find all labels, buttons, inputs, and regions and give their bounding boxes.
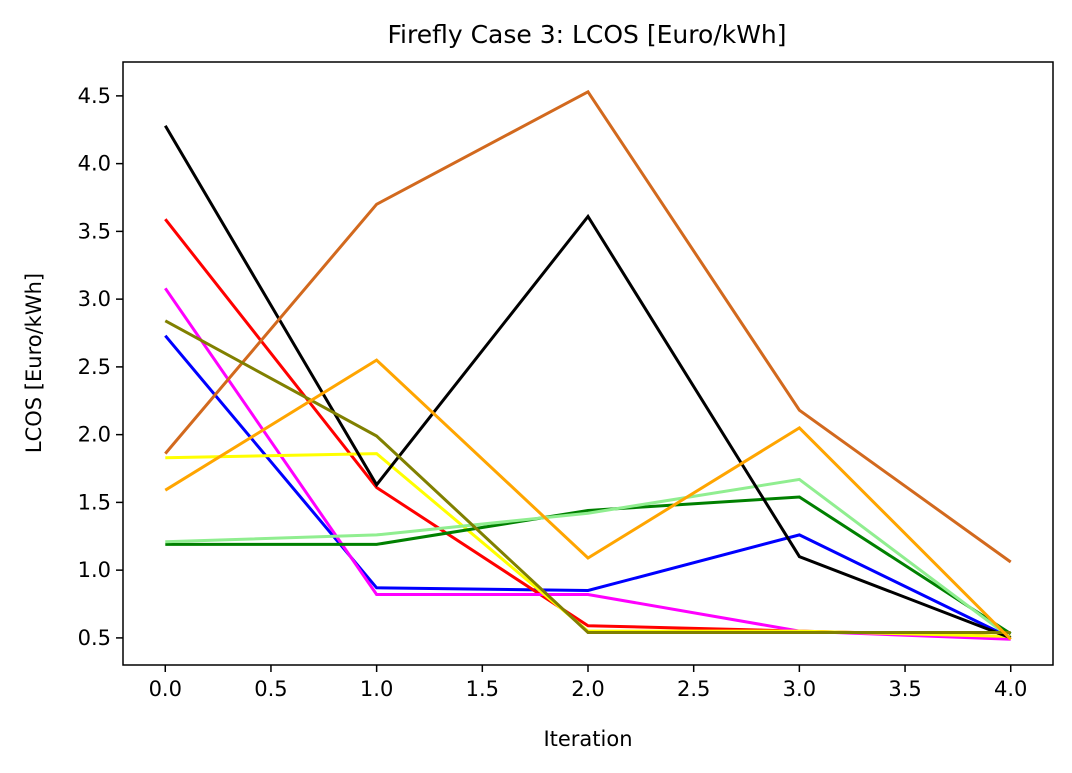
x-tick-label: 0.0 — [149, 677, 182, 701]
chart-title: Firefly Case 3: LCOS [Euro/kWh] — [387, 20, 786, 49]
y-tick-label: 1.0 — [78, 558, 111, 582]
series-line-10 — [164, 358, 1012, 641]
series-line-5 — [165, 495, 1012, 636]
series-layer — [164, 89, 1012, 641]
series-line-1 — [164, 334, 1012, 640]
x-tick-label: 0.5 — [254, 677, 287, 701]
x-tick-label: 3.0 — [783, 677, 816, 701]
x-tick-label: 2.0 — [571, 677, 604, 701]
series-line-8 — [164, 89, 1012, 564]
series-line-7 — [164, 124, 1012, 640]
x-tick-label: 2.5 — [677, 677, 710, 701]
series-line-9 — [164, 319, 1011, 634]
x-axis: 0.0 0.5 1.0 1.5 2.0 2.5 3.0 3.5 4.0 — [149, 665, 1027, 701]
y-tick-label: 3.0 — [78, 287, 111, 311]
y-tick-label: 4.0 — [78, 152, 111, 176]
y-tick-label: 2.5 — [78, 355, 111, 379]
x-tick-label: 4.0 — [994, 677, 1027, 701]
series-line-6 — [165, 477, 1012, 640]
y-tick-label: 0.5 — [78, 626, 111, 650]
x-tick-label: 3.5 — [888, 677, 921, 701]
y-tick-label: 1.5 — [78, 490, 111, 514]
series-line-2 — [164, 218, 1011, 638]
y-tick-label: 2.0 — [78, 423, 111, 447]
x-axis-label: Iteration — [543, 727, 632, 751]
y-tick-label: 3.5 — [78, 219, 111, 243]
y-axis: 0.5 1.0 1.5 2.0 2.5 3.0 3.5 4.0 4.5 — [78, 84, 123, 650]
x-tick-label: 1.5 — [466, 677, 499, 701]
y-tick-label: 4.5 — [78, 84, 111, 108]
x-tick-label: 1.0 — [360, 677, 393, 701]
plot-frame — [122, 61, 1054, 666]
y-axis-label: LCOS [Euro/kWh] — [22, 273, 46, 453]
